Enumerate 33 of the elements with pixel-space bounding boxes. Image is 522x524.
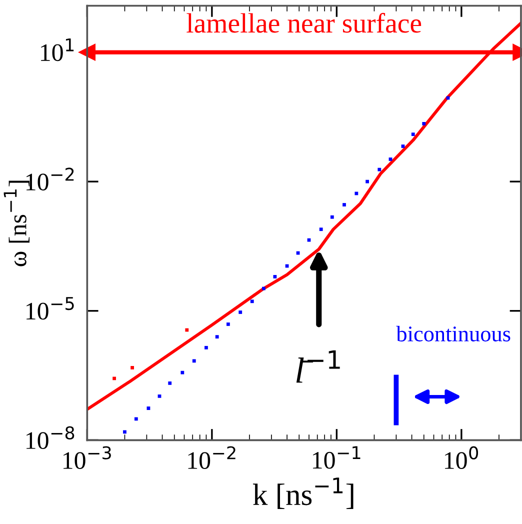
point [123,430,126,434]
point [319,228,323,232]
x-axis-title: k [ns$^{−1}$] [253,478,354,509]
point [354,192,358,196]
point [215,335,219,339]
point [146,406,150,410]
point [330,215,334,219]
point [180,370,184,374]
x-tick-label: 10$^{−2}$ [188,446,236,469]
point [158,394,162,398]
point [238,310,242,314]
point [422,122,426,126]
point [134,417,138,421]
ref-line-label: bicontinuous [396,326,510,342]
point [192,359,196,363]
point [401,144,405,148]
y-tick-label: 10$^{−5}$ [26,297,74,320]
x-tick-label: 10$^{−1}$ [313,446,360,469]
point [273,275,277,278]
point [226,322,230,326]
point [250,300,254,304]
point [411,132,415,136]
point [378,168,382,172]
ref-line-label: lamellae near surface [186,12,422,33]
annotation: l̄$^{−1}$ [296,350,340,383]
y-tick-label: 10$^{1}$ [41,38,74,62]
x-tick-label: 10$^{0}$ [445,446,478,469]
point [204,346,208,350]
point [168,381,172,385]
point [262,286,266,290]
point [342,203,346,206]
point [366,180,370,184]
point [388,158,392,161]
